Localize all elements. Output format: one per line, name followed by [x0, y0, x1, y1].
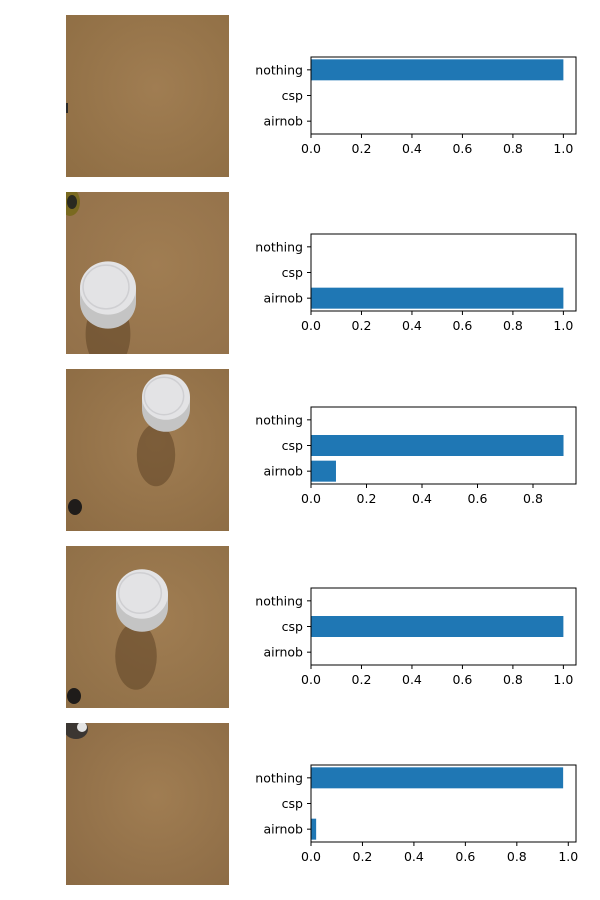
y-tick-label: nothing — [255, 62, 303, 77]
object-shadow — [136, 423, 176, 487]
y-tick-label: nothing — [255, 770, 303, 785]
y-tick-label: nothing — [255, 239, 303, 254]
input-photo-4 — [66, 546, 229, 708]
x-tick-label: 0.4 — [402, 141, 422, 156]
bar-chart-3: nothing csp airnob 0.0 0.2 0.4 0.6 0.8 — [255, 406, 577, 506]
x-tick-label: 1.0 — [553, 141, 573, 156]
object-lid-ring — [82, 264, 130, 310]
x-tick-label: 0.0 — [301, 491, 321, 506]
y-tick-label: nothing — [255, 412, 303, 427]
y-tick-label: csp — [282, 265, 303, 280]
y-tick-label: csp — [282, 88, 303, 103]
bar-chart-1: nothing csp airnob 0.0 0.2 0.4 0.6 0.8 1.0 — [255, 56, 577, 156]
x-tick-label: 0.4 — [402, 672, 422, 687]
x-tick-label: 1.0 — [553, 672, 573, 687]
x-tick-label: 0.4 — [402, 318, 422, 333]
input-photo-3 — [66, 369, 229, 531]
bar-nothing — [311, 59, 564, 81]
bar-chart-4: nothing csp airnob 0.0 0.2 0.4 0.6 0.8 1.0 — [255, 587, 577, 687]
light-object — [77, 723, 87, 732]
y-tick-label: nothing — [255, 593, 303, 608]
x-tick-label: 0.2 — [352, 318, 372, 333]
dark-edge — [66, 103, 68, 113]
x-tick-label: 0.8 — [523, 491, 543, 506]
y-tick-label: csp — [282, 438, 303, 453]
x-tick-label: 0.4 — [412, 491, 432, 506]
x-tick-label: 0.6 — [468, 491, 488, 506]
bar-chart-2: nothing csp airnob 0.0 0.2 0.4 0.6 0.8 1.0 — [255, 233, 577, 333]
y-tick-label: airnob — [263, 645, 303, 660]
bar-airnob — [311, 818, 317, 840]
x-tick-label: 0.0 — [301, 141, 321, 156]
object-lid — [80, 261, 136, 315]
x-tick-label: 0.8 — [503, 672, 523, 687]
x-tick-label: 1.0 — [553, 318, 573, 333]
object-lid — [116, 569, 168, 619]
object-lid-ring — [117, 571, 163, 615]
cardboard-background — [66, 723, 229, 885]
y-tick-label: airnob — [263, 291, 303, 306]
dark-object — [67, 195, 77, 209]
bar-airnob — [311, 460, 336, 482]
y-tick-label: csp — [282, 619, 303, 634]
bar-csp — [311, 616, 564, 637]
input-photo-2 — [66, 192, 229, 354]
bar-airnob — [311, 287, 564, 309]
input-photo-5 — [66, 723, 229, 885]
x-tick-label: 0.0 — [301, 672, 321, 687]
x-tick-label: 1.0 — [558, 849, 578, 864]
x-tick-label: 0.2 — [357, 491, 377, 506]
x-tick-label: 0.2 — [353, 849, 373, 864]
x-tick-label: 0.0 — [301, 849, 321, 864]
bar-chart-5: nothing csp airnob 0.0 0.2 0.4 0.6 0.8 1.0 — [255, 764, 578, 864]
x-tick-label: 0.6 — [452, 141, 472, 156]
bar-csp — [311, 435, 564, 456]
x-tick-label: 0.2 — [352, 141, 372, 156]
bar-nothing — [311, 767, 564, 789]
x-tick-label: 0.0 — [301, 318, 321, 333]
y-tick-label: airnob — [263, 464, 303, 479]
x-tick-label: 0.2 — [352, 672, 372, 687]
dark-object — [67, 688, 81, 704]
y-tick-label: airnob — [263, 822, 303, 837]
object-shadow — [115, 622, 157, 690]
y-tick-label: csp — [282, 796, 303, 811]
x-tick-label: 0.6 — [452, 318, 472, 333]
cardboard-background — [66, 15, 229, 177]
dark-object — [68, 499, 82, 515]
object-lid-ring — [143, 376, 185, 416]
x-tick-label: 0.8 — [503, 318, 523, 333]
x-tick-label: 0.6 — [452, 672, 472, 687]
x-tick-label: 0.8 — [507, 849, 527, 864]
input-photo-1 — [66, 15, 229, 177]
x-tick-label: 0.6 — [455, 849, 475, 864]
x-tick-label: 0.4 — [404, 849, 424, 864]
object-lid — [142, 374, 190, 420]
x-tick-label: 0.8 — [503, 141, 523, 156]
y-tick-label: airnob — [263, 114, 303, 129]
